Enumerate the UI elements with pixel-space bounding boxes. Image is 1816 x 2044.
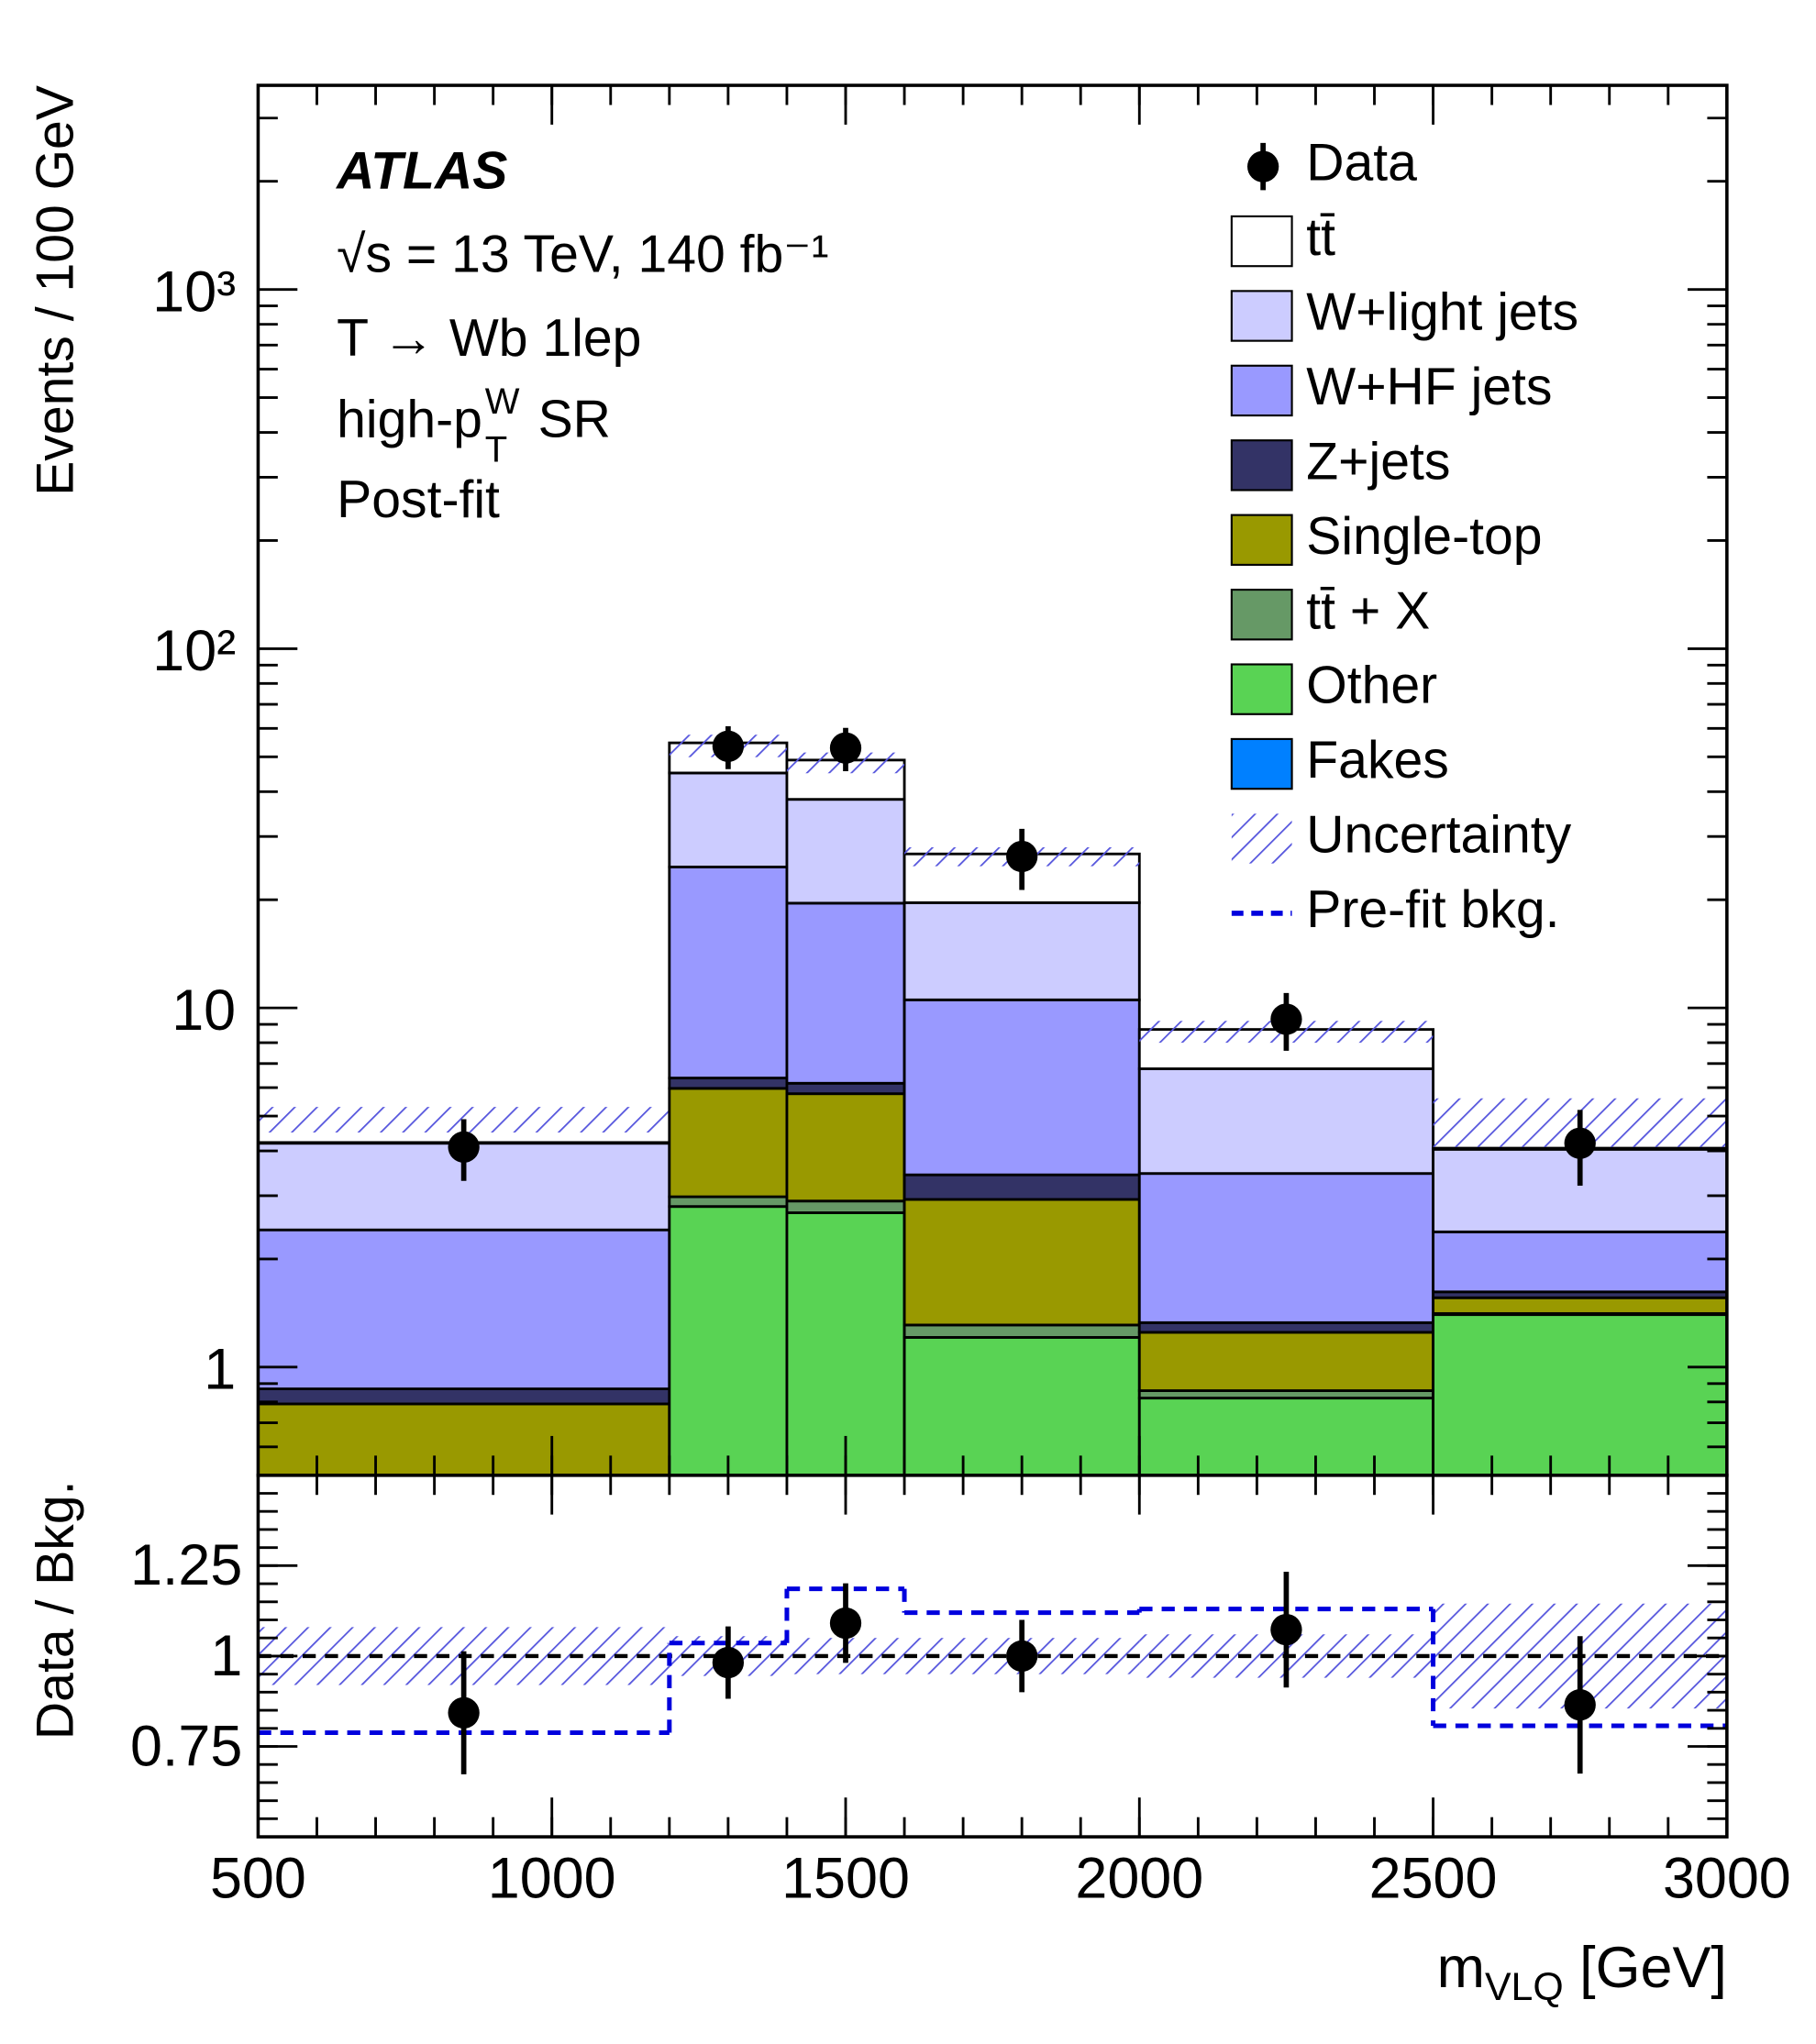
legend-label: tt̄ + X [1306,581,1430,640]
stack-segment [902,1336,1141,1475]
x-label-unit: [GeV] [1579,1936,1727,2000]
legend-swatch [1230,215,1293,268]
ratio-y-axis-label: Data / Bkg. [26,1481,84,1740]
legend-swatch [1230,589,1293,641]
legend-label: Pre-fit bkg. [1306,880,1559,939]
legend-swatch [1230,737,1293,790]
data-point [712,730,745,762]
stack-segment [785,1081,906,1096]
y-tick-label: 10 [172,978,236,1043]
stack-segment [668,1195,789,1209]
plot-layer: 500 1000 1500 2000 2500 3000 1 10 10² 10³ 0.75 1 1.2… [130,83,1791,1911]
stack-segment [785,1199,906,1214]
legend-label: Data [1306,134,1417,193]
stack-segment [785,1092,906,1203]
stack-segment [1137,1397,1434,1475]
data-point [1564,1127,1596,1159]
legend-label: Z+jets [1306,432,1450,491]
ratio-y-tick-label: 1.25 [130,1533,242,1597]
x-tick-label: 3000 [1663,1847,1791,1911]
legend-label: tt̄ [1306,208,1335,267]
fit-label: Post-fit [337,470,500,529]
stack-segment [668,1087,789,1199]
experiment-label: ATLAS [335,141,507,200]
main-panel [258,726,1727,1502]
stack-segment [785,1211,906,1475]
x-tick-label: 1000 [488,1847,616,1911]
legend-label: Single-top [1306,507,1542,566]
x-label-space [1564,1936,1579,2000]
stack-segment [668,771,789,868]
legend-swatch [1230,364,1293,417]
stack-segment [785,798,906,905]
x-label-main: m [1437,1936,1485,2000]
x-label-sub: VLQ [1485,1966,1564,2010]
x-tick-label: 1500 [781,1847,910,1911]
legend-swatch [1230,439,1293,492]
stack-segment [902,1173,1141,1201]
x-axis-label: mVLQ [GeV] [1437,1936,1727,2010]
stack-segment [1432,1313,1727,1475]
region-label: high-p [337,391,482,449]
legend-swatch [1230,290,1293,342]
legend-label: W+light jets [1306,283,1578,342]
stack-segment [1137,1172,1434,1324]
region-suffix: SR [538,391,611,449]
x-tick-label: 2500 [1369,1847,1498,1911]
ratio-y-tick-label: 1 [210,1624,242,1688]
energy-label: √s = 13 TeV, 140 fb⁻¹ [337,226,828,284]
region-sub: T [485,430,507,470]
ratio-point [1564,1689,1596,1721]
stack-segment [668,1205,789,1475]
stack-segment [1137,1320,1434,1334]
stack-segment [1432,1230,1727,1294]
legend-label: Other [1306,657,1437,715]
legend-swatch [1230,514,1293,566]
ratio-point [712,1646,745,1679]
stack-segment [1137,1331,1434,1392]
ratio-y-tick-label: 0.75 [130,1714,242,1778]
x-tick-label: 500 [210,1847,306,1911]
stack-segment [258,1387,671,1406]
stack-segment [902,998,1141,1177]
region-sup: W [485,381,520,422]
ratio-point [448,1696,480,1729]
data-point [1270,1003,1302,1035]
stack-segment [668,866,789,1080]
stack-segment [902,900,1141,1001]
legend-marker [1247,150,1279,182]
y-axis-label: Events / 100 GeV [26,85,84,496]
legend-swatch [1230,663,1293,715]
stack-segment [785,901,906,1085]
stack-segment [258,1228,671,1390]
stack-segment [668,1077,789,1090]
ratio-point [1270,1614,1302,1646]
stack-segment [1432,1296,1727,1315]
x-tick-label: 2000 [1075,1847,1203,1911]
data-point [829,732,862,764]
y-tick-label: 10² [152,619,236,683]
stack-segment [902,1198,1141,1327]
ratio-point [829,1607,862,1640]
ratio-point [1006,1640,1038,1673]
data-point [1006,840,1038,873]
stack-segment [902,1323,1141,1339]
y-tick-label: 1 [204,1338,236,1402]
ratio-panel [258,1572,1727,1774]
y-tick-label: 10³ [152,260,236,324]
legend-label: Uncertainty [1306,806,1571,865]
legend-label: W+HF jets [1306,358,1552,416]
legend-label: Fakes [1306,731,1449,790]
stack-segment [258,1492,669,1502]
channel-label: T → Wb 1lep [337,309,641,368]
stack-segment [258,1488,669,1492]
stack-segment [1137,1067,1434,1176]
data-point [448,1131,480,1163]
legend-swatch [1231,813,1292,864]
